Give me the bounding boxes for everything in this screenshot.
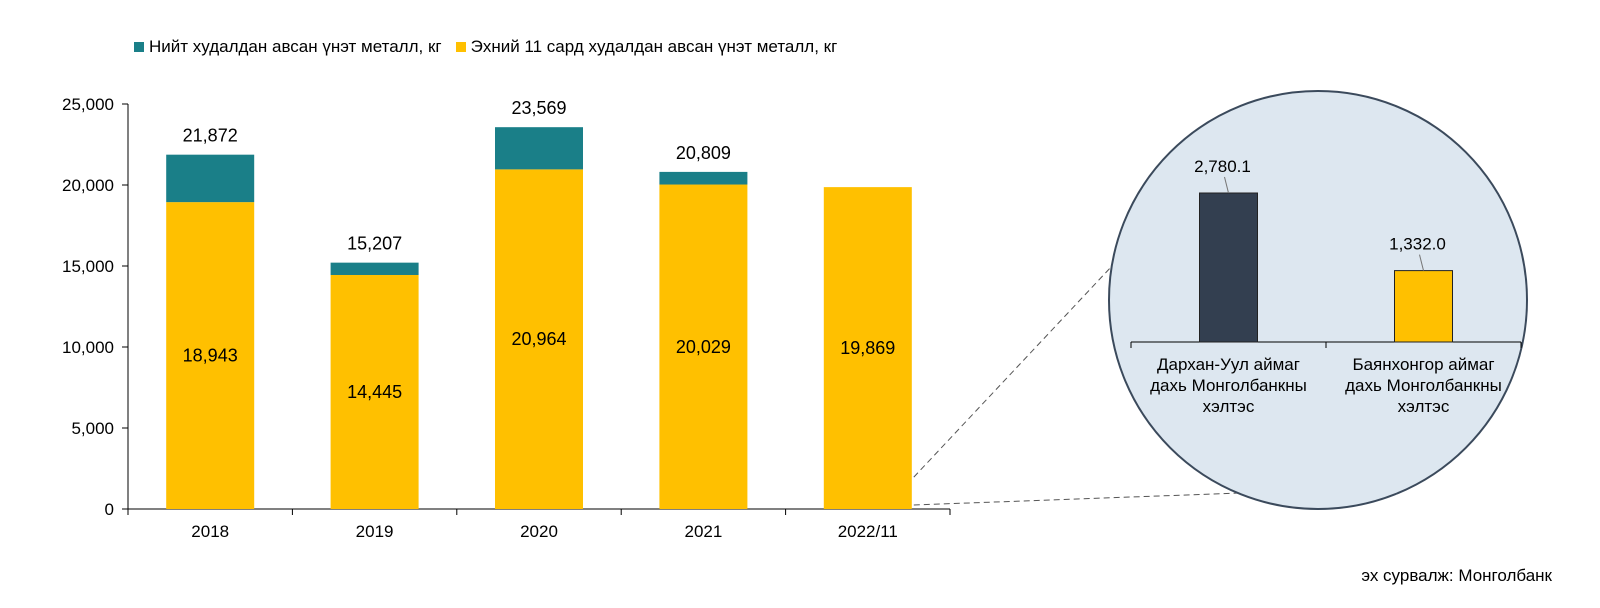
bar-total-remainder xyxy=(659,171,748,185)
bar-total-label: 23,569 xyxy=(511,98,566,118)
bar-total-remainder xyxy=(330,262,419,275)
legend-label-total: Нийт худалдан авсан үнэт металл, кг xyxy=(149,37,442,56)
inset-category-label: дахь Монголбанкны xyxy=(1150,376,1307,395)
bar-eleven-months xyxy=(659,184,748,509)
zoom-connector-line xyxy=(913,492,1241,506)
bar-total-label: 20,809 xyxy=(676,143,731,163)
legend-label-eleven-months: Эхний 11 сард худалдан авсан үнэт металл… xyxy=(470,37,838,56)
x-category-label: 2020 xyxy=(520,522,558,541)
y-tick-label: 5,000 xyxy=(71,419,114,438)
bar-value-label: 14,445 xyxy=(347,382,402,402)
bar-value-label: 19,869 xyxy=(840,338,895,358)
zoom-callout-circle xyxy=(1108,90,1528,510)
source-note: эх сурвалж: Монголбанк xyxy=(1361,566,1552,585)
y-tick-label: 25,000 xyxy=(62,95,114,114)
bar-total-label: 21,872 xyxy=(183,126,238,146)
inset-label-leader xyxy=(1419,254,1424,271)
inset-bar xyxy=(1199,192,1258,343)
bar-eleven-months xyxy=(823,187,912,509)
inset-category-label: дахь Монголбанкны xyxy=(1345,376,1502,395)
x-category-label: 2019 xyxy=(356,522,394,541)
bar-value-label: 20,964 xyxy=(511,329,566,349)
inset-bar-value-label: 2,780.1 xyxy=(1194,157,1251,176)
bar-eleven-months xyxy=(495,169,583,510)
inset-bar xyxy=(1394,270,1453,343)
y-tick-label: 15,000 xyxy=(62,257,114,276)
legend-swatch-eleven-months xyxy=(455,42,466,52)
legend-item-total: Нийт худалдан авсан үнэт металл, кг xyxy=(134,37,442,57)
x-category-label: 2018 xyxy=(191,522,229,541)
inset-label-leader xyxy=(1224,176,1229,194)
bar-total-remainder xyxy=(166,154,255,203)
legend: Нийт худалдан авсан үнэт металл, кг Эхни… xyxy=(134,37,837,57)
bar-eleven-months xyxy=(330,274,419,509)
zoom-connector-line xyxy=(913,265,1113,478)
inset-category-label: Баянхонгор аймаг xyxy=(1352,355,1494,374)
legend-item-eleven-months: Эхний 11 сард худалдан авсан үнэт металл… xyxy=(455,37,838,57)
y-tick-label: 20,000 xyxy=(62,176,114,195)
bar-value-label: 20,029 xyxy=(676,337,731,357)
bar-value-label: 18,943 xyxy=(183,346,238,366)
inset-bar-value-label: 1,332.0 xyxy=(1389,235,1446,254)
bar-total-label: 15,207 xyxy=(347,234,402,254)
inset-category-label: хэлтэс xyxy=(1398,397,1450,416)
y-tick-label: 10,000 xyxy=(62,338,114,357)
legend-swatch-total xyxy=(134,42,144,52)
x-category-label: 2021 xyxy=(684,522,722,541)
inset-category-label: хэлтэс xyxy=(1203,397,1255,416)
y-tick-label: 0 xyxy=(105,500,114,519)
inset-category-label: Дархан-Уул аймаг xyxy=(1157,355,1300,374)
bar-total-remainder xyxy=(495,127,583,170)
x-category-label: 2022/11 xyxy=(838,522,898,541)
bar-eleven-months xyxy=(166,202,255,509)
